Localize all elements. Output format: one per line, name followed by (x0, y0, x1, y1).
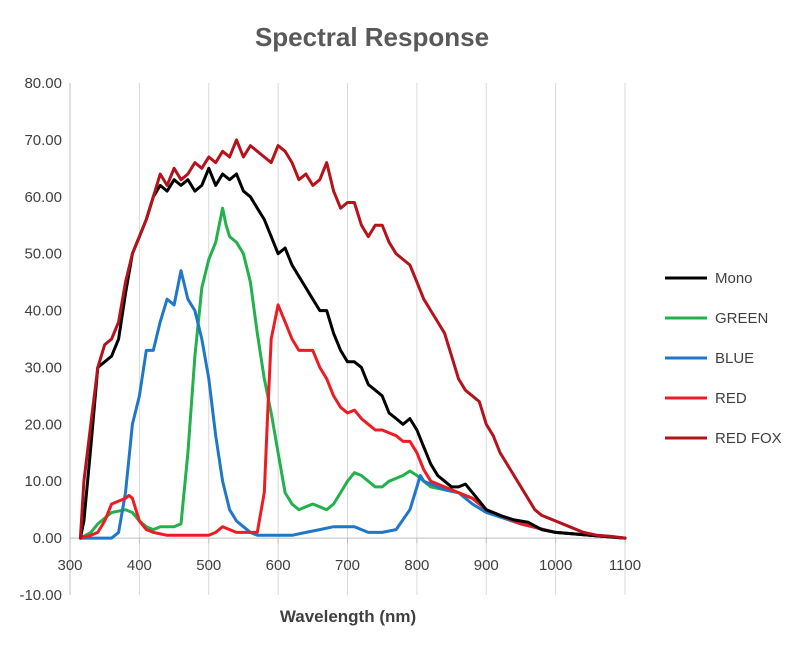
y-tick-label: 0.00 (33, 530, 62, 547)
series-line-blue (78, 269, 627, 540)
legend-label-red-fox: RED FOX (715, 430, 782, 447)
series-line-red-fox (78, 138, 627, 540)
y-tick-label: 10.00 (24, 473, 62, 490)
y-tick-label: -10.00 (19, 587, 62, 604)
y-tick-label: 60.00 (24, 189, 62, 206)
x-tick-label: 1000 (539, 557, 572, 574)
legend-label-blue: BLUE (715, 350, 754, 367)
series-layer (78, 138, 627, 540)
y-tick-label: 20.00 (24, 416, 62, 433)
x-tick-label: 400 (127, 557, 152, 574)
x-tick-label: 800 (404, 557, 429, 574)
series-line-mono (78, 166, 627, 540)
chart-title: Spectral Response (255, 22, 489, 52)
y-tick-label: 80.00 (24, 75, 62, 92)
legend: Mono GREEN BLUE RED RED FOX (665, 270, 782, 447)
x-tick-label: 300 (57, 557, 82, 574)
axes: -10.00 0.00 10.00 20.00 30.00 40.00 50.00 60.00… (19, 75, 641, 604)
x-tick-label: 500 (196, 557, 221, 574)
y-tick-label: 50.00 (24, 246, 62, 263)
y-tick-label: 70.00 (24, 132, 62, 149)
legend-label-mono: Mono (715, 270, 753, 287)
x-tick-label: 700 (335, 557, 360, 574)
x-tick-label: 600 (266, 557, 291, 574)
legend-label-red: RED (715, 390, 747, 407)
y-tick-label: 30.00 (24, 359, 62, 376)
y-tick-label: 40.00 (24, 303, 62, 320)
series-line-red (78, 303, 627, 540)
x-axis-label: Wavelength (nm) (280, 607, 416, 626)
legend-label-green: GREEN (715, 310, 768, 327)
series-line-green (78, 206, 627, 540)
x-tick-label: 900 (474, 557, 499, 574)
x-tick-label: 1100 (609, 557, 641, 574)
